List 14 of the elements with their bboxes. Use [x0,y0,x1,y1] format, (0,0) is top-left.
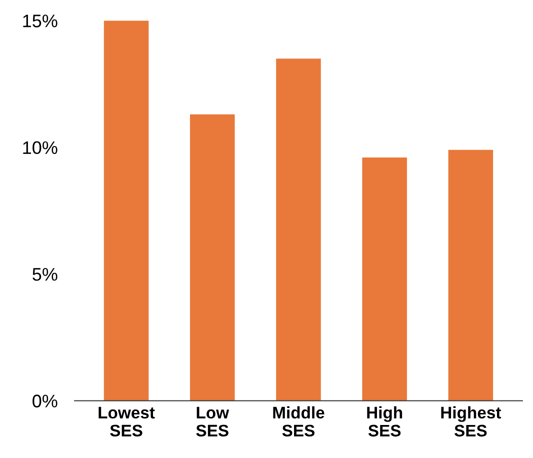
x-tick-label: Middle SES [273,406,324,436]
y-tick-label: 10% [23,141,58,154]
bar [104,20,149,401]
x-tick-label: High SES [367,406,402,437]
bar [190,114,235,401]
x-tick-label: Highest SES [441,406,502,437]
x-tick-label: Low SES [196,406,230,436]
bar [276,58,321,401]
bar [362,157,407,401]
bar [448,150,494,401]
y-tick-label: 15% [23,14,58,28]
y-tick-label: 5% [32,268,58,281]
x-tick-label: Lowest SES [98,406,155,436]
y-tick-label: 0% [32,394,58,408]
